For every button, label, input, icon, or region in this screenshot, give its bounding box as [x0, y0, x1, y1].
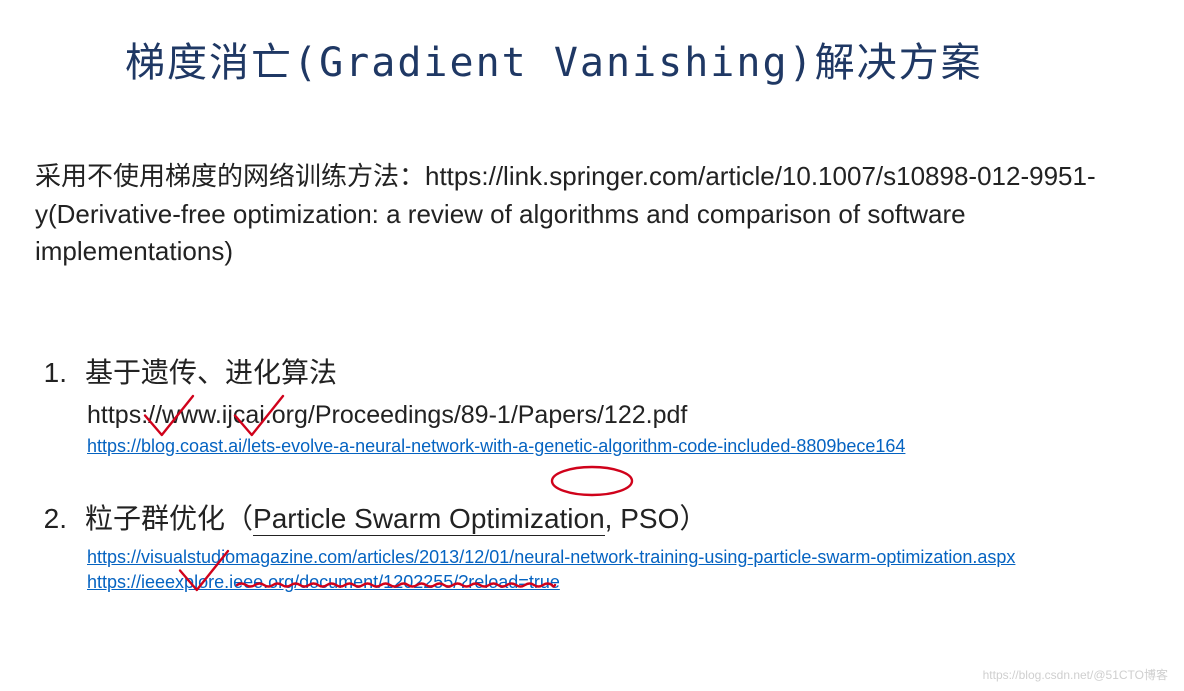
list-item-2-link-1[interactable]: https://visualstudiomagazine.com/article…	[87, 547, 1144, 568]
intro-paragraph: 采用不使用梯度的网络训练方法：https://link.springer.com…	[35, 158, 1144, 271]
slide: 梯度消亡(Gradient Vanishing)解决方案 采用不使用梯度的网络训…	[0, 0, 1184, 653]
list-item-2-title-post: , PSO）	[605, 503, 708, 534]
list-item-2: 2. 粒子群优化（Particle Swarm Optimization, PS…	[35, 497, 1144, 593]
list-item-1-number: 1.	[35, 357, 85, 389]
list-item-1-head: 1. 基于遗传、进化算法	[35, 351, 1144, 391]
watermark-text: https://blog.csdn.net/@51CTO博客	[983, 666, 1168, 683]
list-item-2-title: 粒子群优化（Particle Swarm Optimization, PSO）	[85, 497, 707, 537]
list-item-2-number: 2.	[35, 503, 85, 535]
slide-title: 梯度消亡(Gradient Vanishing)解决方案	[125, 30, 1144, 88]
list-item-1-url-plain: https://www.ijcai.org/Proceedings/89-1/P…	[87, 401, 1144, 430]
list-item-1-title: 基于遗传、进化算法	[85, 351, 337, 391]
list-item-2-body: https://visualstudiomagazine.com/article…	[35, 547, 1144, 593]
list-item-2-head: 2. 粒子群优化（Particle Swarm Optimization, PS…	[35, 497, 1144, 537]
list-item-2-link-2[interactable]: https://ieeexplore.ieee.org/document/120…	[87, 572, 1144, 593]
list-item-1: 1. 基于遗传、进化算法 https://www.ijcai.org/Proce…	[35, 351, 1144, 457]
list-item-1-body: https://www.ijcai.org/Proceedings/89-1/P…	[35, 401, 1144, 457]
list-item-1-link-1[interactable]: https://blog.coast.ai/lets-evolve-a-neur…	[87, 436, 1144, 457]
list-item-2-title-pre: 粒子群优化（	[85, 503, 253, 534]
list-item-2-title-pso: Particle Swarm Optimization	[253, 503, 605, 536]
method-list: 1. 基于遗传、进化算法 https://www.ijcai.org/Proce…	[35, 351, 1144, 593]
